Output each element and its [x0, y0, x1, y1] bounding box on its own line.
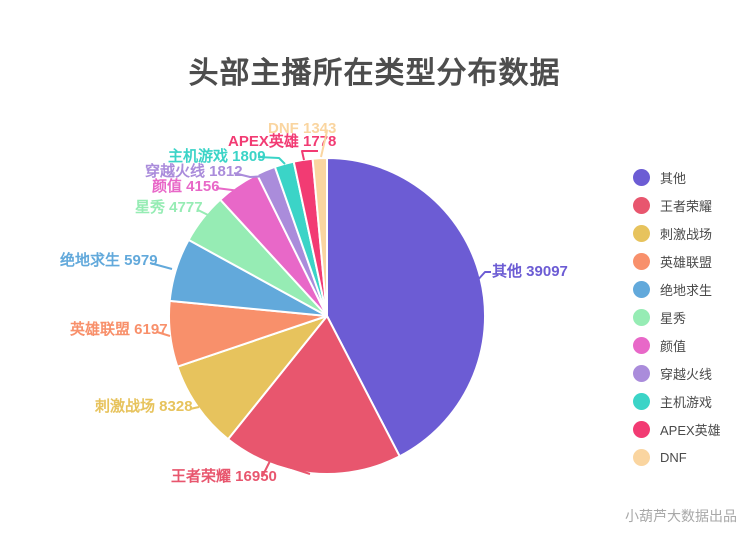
legend-label: 其他 — [660, 170, 687, 186]
pie-slice[interactable] — [227, 315, 401, 475]
chart-title: 头部主播所在类型分布数据 — [188, 57, 561, 90]
legend-swatch-icon — [633, 308, 650, 326]
legend-label: DNF — [660, 449, 687, 465]
legend-label: 主机游戏 — [660, 394, 713, 410]
slice-label: 主机游戏 1809 — [168, 147, 266, 165]
slice-label: 王者荣耀 16950 — [171, 467, 277, 485]
label-leader-line — [189, 406, 200, 410]
slice-label: 刺激战场 8328 — [95, 397, 193, 415]
legend-item[interactable]: APEX英雄 — [633, 415, 721, 443]
legend-swatch-icon — [633, 336, 650, 354]
label-leader-line — [197, 209, 211, 217]
legend-item[interactable]: 英雄联盟 — [633, 247, 721, 275]
label-leader-line — [320, 130, 328, 158]
label-leader-line — [257, 156, 286, 165]
slice-label: APEX英雄 1778 — [228, 132, 336, 150]
legend-item[interactable]: 绝地求生 — [633, 275, 721, 303]
legend-item[interactable]: 刺激战场 — [633, 219, 721, 247]
legend-label: 颜值 — [660, 338, 687, 354]
legend-swatch-icon — [633, 392, 650, 410]
label-leader-line — [215, 187, 241, 192]
legend-item[interactable]: 穿越火线 — [633, 359, 721, 387]
legend-label: 穿越火线 — [660, 366, 713, 382]
slice-label: 其他 39097 — [492, 262, 568, 280]
legend-label: 王者荣耀 — [660, 198, 713, 214]
legend-swatch-icon — [633, 448, 650, 466]
legend-swatch-icon — [633, 280, 650, 298]
legend-label: APEX英雄 — [660, 422, 721, 438]
slice-label: 绝地求生 5979 — [60, 251, 158, 269]
slice-label: 穿越火线 1812 — [145, 162, 243, 180]
legend-label: 刺激战场 — [660, 226, 713, 242]
legend-swatch-icon — [633, 196, 650, 214]
legend-item[interactable]: 王者荣耀 — [633, 191, 721, 219]
legend-item[interactable]: 星秀 — [633, 303, 721, 331]
label-leader-line — [149, 262, 173, 270]
legend-label: 英雄联盟 — [660, 254, 713, 270]
legend-label: 星秀 — [660, 310, 687, 326]
pie-slice[interactable] — [311, 157, 328, 317]
legend-item[interactable]: 其他 — [633, 163, 721, 191]
legend-swatch-icon — [633, 420, 650, 438]
legend-swatch-icon — [633, 224, 650, 242]
label-leader-line — [261, 460, 311, 478]
legend-item[interactable]: 颜值 — [633, 331, 721, 359]
legend-item[interactable]: 主机游戏 — [633, 387, 721, 415]
legend-item[interactable]: DNF — [633, 443, 721, 471]
legend-label: 绝地求生 — [660, 282, 713, 298]
watermark-text: 小葫芦大数据出品 — [625, 508, 737, 524]
pie-slice[interactable] — [326, 157, 487, 458]
slice-label: 颜值 4156 — [152, 177, 220, 195]
label-leader-line — [301, 150, 318, 161]
legend-swatch-icon — [633, 252, 650, 270]
slice-label: DNF 1343 — [268, 120, 336, 137]
legend-swatch-icon — [633, 168, 650, 186]
label-leader-line — [233, 172, 269, 178]
label-leader-line — [474, 271, 491, 284]
legend-swatch-icon — [633, 364, 650, 382]
label-leader-line — [156, 331, 171, 337]
slice-label: 英雄联盟 6197 — [70, 320, 168, 338]
legend: 其他王者荣耀刺激战场英雄联盟绝地求生星秀颜值穿越火线主机游戏 APEX英雄 DNF — [633, 163, 721, 471]
slice-label: 星秀 4777 — [135, 198, 203, 216]
